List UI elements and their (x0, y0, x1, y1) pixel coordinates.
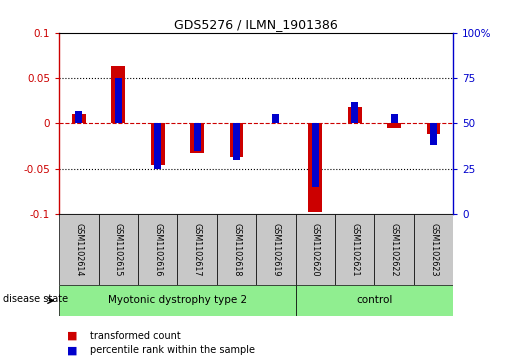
Bar (414, 214, 453, 285)
Bar (351, 102, 358, 123)
Bar (374, 214, 414, 285)
Text: Myotonic dystrophy type 2: Myotonic dystrophy type 2 (108, 295, 247, 305)
Bar (99, 214, 138, 285)
Bar (256, 214, 296, 285)
Text: ■: ■ (67, 345, 77, 355)
Text: GSM1102616: GSM1102616 (153, 223, 162, 276)
Text: GSM1102622: GSM1102622 (390, 223, 399, 276)
Bar (177, 214, 217, 285)
Text: GSM1102620: GSM1102620 (311, 223, 320, 276)
Bar (426, 123, 440, 134)
Bar (194, 123, 201, 151)
Bar (72, 114, 86, 123)
Text: transformed count: transformed count (90, 331, 181, 341)
Title: GDS5276 / ILMN_1901386: GDS5276 / ILMN_1901386 (175, 19, 338, 32)
Text: GSM1102618: GSM1102618 (232, 223, 241, 276)
Bar (390, 114, 398, 123)
Bar (59, 285, 296, 316)
Bar (75, 111, 82, 123)
Text: GSM1102621: GSM1102621 (350, 223, 359, 276)
Text: ■: ■ (67, 331, 77, 341)
Text: GSM1102619: GSM1102619 (271, 223, 280, 276)
Bar (190, 123, 204, 153)
Text: percentile rank within the sample: percentile rank within the sample (90, 345, 255, 355)
Bar (308, 123, 322, 212)
Text: GSM1102623: GSM1102623 (429, 223, 438, 276)
Text: control: control (356, 295, 392, 305)
Bar (233, 123, 240, 160)
Bar (154, 123, 161, 169)
Bar (387, 123, 401, 128)
Bar (151, 123, 165, 165)
Text: GSM1102615: GSM1102615 (114, 223, 123, 276)
Bar (296, 214, 335, 285)
Bar (138, 214, 177, 285)
Bar (312, 123, 319, 187)
Bar (296, 285, 453, 316)
Text: GSM1102614: GSM1102614 (75, 223, 83, 276)
Bar (430, 123, 437, 145)
Bar (335, 214, 374, 285)
Bar (217, 214, 256, 285)
Text: disease state: disease state (3, 294, 67, 305)
Text: GSM1102617: GSM1102617 (193, 223, 201, 276)
Bar (348, 107, 362, 123)
Bar (230, 123, 244, 157)
Bar (111, 66, 125, 123)
Bar (272, 114, 280, 123)
Bar (59, 214, 99, 285)
Bar (115, 78, 122, 123)
